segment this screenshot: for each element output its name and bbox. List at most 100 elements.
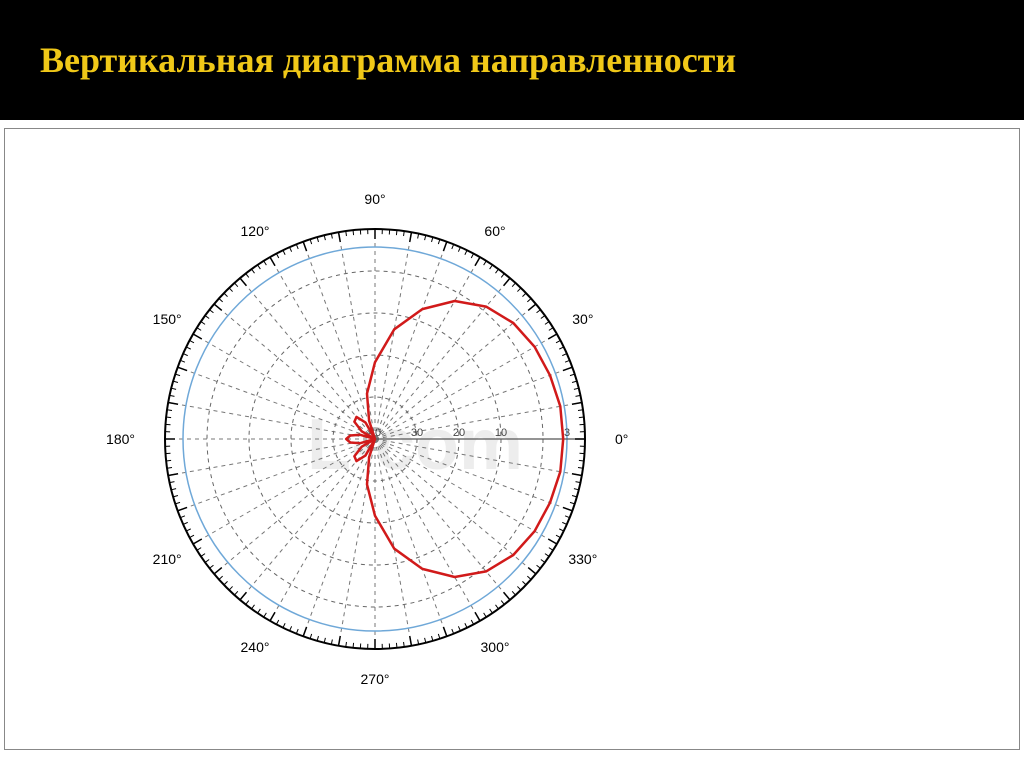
tick-major (178, 507, 187, 510)
tick-minor (578, 468, 583, 469)
title-bar: Вертикальная диаграмма направленности (0, 0, 1024, 120)
angle-label: 240° (241, 639, 270, 655)
tick-major (504, 278, 510, 286)
tick-minor (167, 410, 172, 411)
tick-minor (252, 605, 255, 609)
tick-minor (276, 620, 278, 624)
tick-major (193, 334, 202, 339)
tick-minor (545, 322, 549, 325)
tick-minor (522, 293, 526, 296)
tick-minor (471, 620, 473, 624)
tick-minor (562, 354, 567, 356)
tick-minor (317, 237, 318, 242)
tick-minor (283, 623, 285, 627)
tick-minor (404, 642, 405, 647)
tick-minor (276, 254, 278, 258)
tick-major (303, 242, 306, 251)
tick-minor (495, 605, 498, 609)
tick-minor (190, 340, 194, 342)
tick-minor (527, 298, 531, 301)
tick-minor (186, 529, 190, 531)
tick-minor (556, 340, 560, 342)
tick-major (240, 592, 246, 600)
tick-minor (186, 347, 190, 349)
tick-minor (541, 559, 545, 562)
tick-minor (537, 565, 541, 568)
tick-minor (246, 601, 249, 605)
tick-minor (252, 269, 255, 273)
angle-label: 90° (364, 191, 385, 207)
tick-minor (559, 347, 563, 349)
tick-minor (465, 623, 467, 627)
tick-minor (562, 522, 567, 524)
angle-label: 180° (106, 431, 135, 447)
tick-minor (183, 522, 188, 524)
tick-major (339, 232, 341, 242)
tick-minor (404, 231, 405, 236)
tick-minor (201, 554, 205, 557)
tick-major (270, 612, 275, 621)
tick-minor (197, 328, 201, 331)
tick-minor (572, 496, 577, 497)
tick-minor (234, 591, 237, 595)
tick-major (504, 592, 510, 600)
tick-minor (173, 496, 178, 497)
tick-minor (283, 250, 285, 254)
angle-label: 120° (241, 223, 270, 239)
tick-minor (578, 410, 583, 411)
tick-major (168, 474, 178, 476)
tick-major (572, 474, 582, 476)
tick-minor (559, 529, 563, 531)
tick-minor (173, 381, 178, 382)
tick-minor (501, 601, 504, 605)
tick-minor (205, 316, 209, 319)
tick-minor (229, 586, 232, 590)
tick-major (443, 627, 446, 636)
tick-minor (183, 354, 188, 356)
tick-major (339, 636, 341, 646)
tick-major (475, 257, 480, 266)
tick-minor (264, 613, 267, 617)
tick-minor (264, 261, 267, 265)
angle-label: 300° (481, 639, 510, 655)
tick-minor (432, 636, 433, 641)
tick-minor (210, 310, 214, 313)
tick-minor (346, 231, 347, 236)
tick-major (193, 539, 202, 544)
tick-minor (517, 586, 520, 590)
tick-minor (396, 643, 397, 648)
tick-minor (501, 274, 504, 278)
tick-major (443, 242, 446, 251)
angle-label: 0° (615, 431, 628, 447)
tick-minor (258, 265, 261, 269)
tick-minor (572, 381, 577, 382)
tick-minor (353, 643, 354, 648)
angle-label: 210° (153, 551, 182, 567)
polar-svg: L-com0°30°60°90°120°150°180°210°240°270°… (5, 129, 1019, 749)
tick-minor (458, 626, 460, 631)
tick-minor (167, 468, 172, 469)
tick-minor (432, 237, 433, 242)
tick-minor (549, 328, 553, 331)
page-title: Вертикальная диаграмма направленности (40, 39, 736, 81)
tick-minor (527, 576, 531, 579)
tick-minor (458, 247, 460, 252)
tick-major (240, 278, 246, 286)
tick-minor (205, 559, 209, 562)
chart-frame: L-com0°30°60°90°120°150°180°210°240°270°… (4, 128, 1020, 750)
tick-minor (396, 230, 397, 235)
angle-label: 270° (361, 671, 390, 687)
angle-label: 30° (572, 311, 593, 327)
tick-major (548, 334, 557, 339)
tick-minor (484, 261, 487, 265)
tick-major (475, 612, 480, 621)
tick-minor (201, 322, 205, 325)
tick-major (214, 304, 222, 310)
tick-minor (484, 613, 487, 617)
tick-minor (556, 535, 560, 537)
tick-minor (290, 626, 292, 631)
tick-minor (166, 460, 171, 461)
tick-minor (495, 269, 498, 273)
tick-minor (522, 581, 526, 584)
tick-minor (545, 554, 549, 557)
